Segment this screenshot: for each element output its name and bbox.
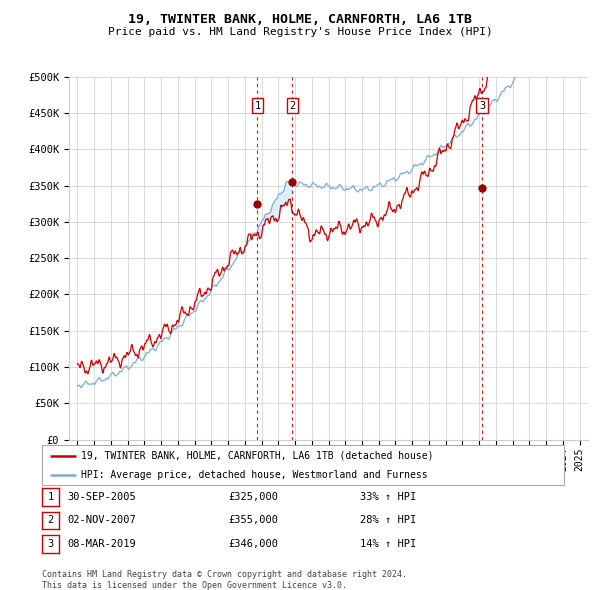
Text: £346,000: £346,000 [228,539,278,549]
Text: 2: 2 [289,101,295,111]
Text: 1: 1 [254,101,260,111]
Text: This data is licensed under the Open Government Licence v3.0.: This data is licensed under the Open Gov… [42,581,347,589]
Text: £325,000: £325,000 [228,492,278,502]
Text: 2: 2 [47,516,53,525]
Text: 3: 3 [479,101,485,111]
Text: 30-SEP-2005: 30-SEP-2005 [68,492,137,502]
Text: £355,000: £355,000 [228,516,278,525]
Text: HPI: Average price, detached house, Westmorland and Furness: HPI: Average price, detached house, West… [81,470,428,480]
Text: 02-NOV-2007: 02-NOV-2007 [68,516,137,525]
Text: 33% ↑ HPI: 33% ↑ HPI [360,492,416,502]
Text: Price paid vs. HM Land Registry's House Price Index (HPI): Price paid vs. HM Land Registry's House … [107,27,493,37]
Text: 3: 3 [47,539,53,549]
Text: 19, TWINTER BANK, HOLME, CARNFORTH, LA6 1TB: 19, TWINTER BANK, HOLME, CARNFORTH, LA6 … [128,13,472,26]
Text: 1: 1 [47,492,53,502]
Text: 19, TWINTER BANK, HOLME, CARNFORTH, LA6 1TB (detached house): 19, TWINTER BANK, HOLME, CARNFORTH, LA6 … [81,451,434,461]
Text: Contains HM Land Registry data © Crown copyright and database right 2024.: Contains HM Land Registry data © Crown c… [42,570,407,579]
Text: 28% ↑ HPI: 28% ↑ HPI [360,516,416,525]
Text: 08-MAR-2019: 08-MAR-2019 [68,539,137,549]
Text: 14% ↑ HPI: 14% ↑ HPI [360,539,416,549]
